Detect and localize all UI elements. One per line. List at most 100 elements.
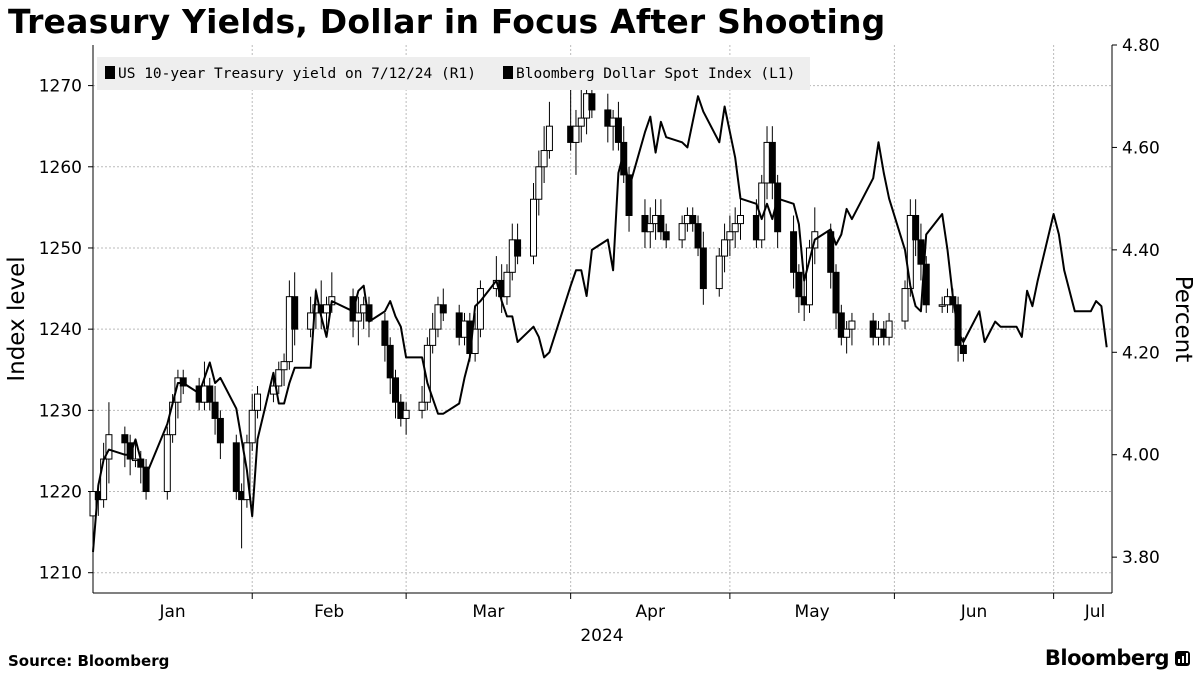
right-tick-label: 4.00	[1122, 446, 1160, 466]
candle-body	[126, 442, 134, 460]
candle-body	[291, 296, 299, 330]
candle	[142, 459, 150, 500]
candle-body	[837, 312, 845, 338]
left-axis-title: Index level	[4, 256, 30, 381]
candle	[514, 223, 522, 265]
candle-body	[423, 344, 431, 403]
candle	[105, 402, 113, 484]
candle	[439, 288, 447, 322]
candle	[662, 223, 670, 248]
left-tick-label: 1240	[39, 320, 82, 340]
candle	[323, 296, 331, 330]
candle	[843, 321, 851, 354]
candle	[535, 150, 543, 216]
candle	[625, 166, 633, 232]
candle-body	[429, 328, 437, 346]
candle	[678, 215, 686, 248]
candle-body	[142, 466, 150, 493]
candle	[790, 215, 798, 289]
year-label: 2024	[580, 626, 623, 646]
candle-body	[843, 328, 851, 338]
candle-body	[646, 223, 654, 233]
candle	[216, 410, 224, 460]
candle	[795, 264, 803, 313]
candle	[774, 174, 782, 248]
legend-swatch-yield	[105, 66, 115, 79]
candle	[545, 101, 553, 159]
candle-body	[577, 117, 585, 127]
candle-body	[121, 434, 129, 444]
candle	[121, 426, 129, 468]
candle-body	[715, 255, 723, 290]
candle	[721, 223, 729, 273]
candle	[726, 215, 734, 257]
candle-body	[514, 239, 522, 257]
candle	[179, 369, 187, 395]
candle-body	[105, 434, 113, 460]
x-tick-label: Jan	[159, 602, 186, 622]
yield-line	[92, 95, 1108, 553]
candle-body	[248, 409, 256, 444]
candle-body	[503, 271, 511, 298]
candle-body	[434, 304, 442, 330]
candle-body	[386, 344, 394, 379]
candle-body	[354, 312, 362, 322]
source-note: Source: Bloomberg	[8, 652, 170, 670]
right-tick-label: 4.40	[1122, 241, 1160, 261]
candle	[402, 402, 410, 435]
candle-body	[275, 369, 283, 387]
candle-body	[959, 344, 967, 355]
right-tick-label: 4.20	[1122, 343, 1160, 363]
candle	[731, 207, 739, 248]
candle	[715, 247, 723, 297]
candle-body	[662, 231, 670, 241]
candle-body	[694, 223, 702, 249]
candle-body	[721, 239, 729, 257]
candle-body	[938, 304, 946, 307]
candle-body	[418, 401, 426, 411]
candle	[699, 231, 707, 305]
candle	[232, 434, 240, 500]
candle	[646, 207, 654, 248]
candle-body	[323, 304, 331, 314]
candle	[418, 385, 426, 419]
candle	[386, 337, 394, 395]
left-tick-label: 1220	[39, 483, 82, 503]
candle-body	[179, 377, 187, 387]
candle	[614, 101, 622, 151]
x-tick-label: Jun	[960, 602, 988, 622]
candle-body	[731, 223, 739, 233]
candle-body	[163, 434, 171, 493]
candle	[354, 296, 362, 346]
candle	[768, 126, 776, 200]
candle	[211, 385, 219, 435]
candle-body	[614, 117, 622, 143]
candle	[248, 394, 256, 451]
candle-body	[832, 271, 840, 314]
candle	[540, 126, 548, 184]
candle	[917, 223, 925, 281]
candle-body	[848, 320, 856, 330]
candle-body	[439, 304, 447, 314]
candle-body	[805, 247, 813, 306]
bloomberg-terminal-icon	[1175, 651, 1190, 666]
candle	[805, 239, 813, 313]
candle-body	[216, 417, 224, 444]
x-tick-label: Apr	[636, 602, 665, 622]
candle-body	[572, 125, 580, 143]
legend-box	[97, 57, 810, 90]
left-tick-label: 1260	[39, 158, 82, 178]
candle-body	[545, 125, 553, 152]
x-tick-label: Mar	[472, 602, 504, 622]
candle	[572, 109, 580, 175]
candle	[423, 337, 431, 411]
candle-body	[402, 409, 410, 419]
axis-labels: 1210 1220 1230 1240 1250 1260 1270 3.80 4.00 4.20…	[4, 36, 1196, 646]
bloomberg-logo: Bloomberg	[1045, 646, 1190, 670]
candle-body	[678, 223, 686, 241]
candle	[392, 369, 400, 419]
candle	[530, 183, 538, 265]
candle-body	[912, 214, 920, 241]
candle	[694, 215, 702, 257]
x-tick-label: Jul	[1084, 602, 1106, 622]
